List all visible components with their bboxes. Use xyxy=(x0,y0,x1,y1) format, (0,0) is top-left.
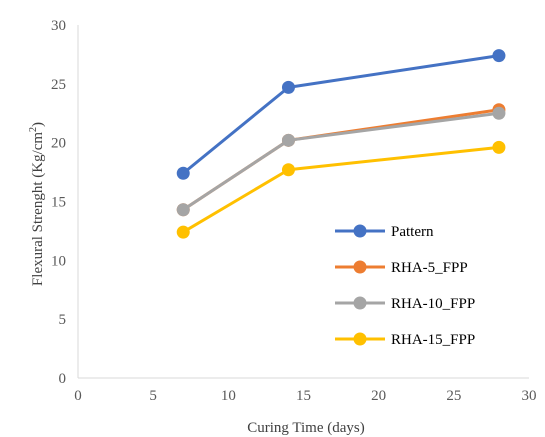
y-tick-label: 0 xyxy=(59,371,67,387)
y-tick-label: 20 xyxy=(51,136,66,152)
legend-marker xyxy=(353,332,367,346)
series-line xyxy=(182,108,500,211)
x-tick-labels: 0 5 10 15 20 25 30 xyxy=(74,388,536,404)
data-point xyxy=(281,80,295,94)
legend-item: RHA-15_FPP xyxy=(335,332,475,348)
data-point xyxy=(281,133,295,147)
y-tick-label: 30 xyxy=(51,18,66,34)
legend-label: RHA-15_FPP xyxy=(391,332,475,348)
y-tick-label: 25 xyxy=(51,77,66,93)
series-rha-15-fpp xyxy=(176,140,506,239)
x-tick-label: 0 xyxy=(74,388,82,404)
legend-label: RHA-5_FPP xyxy=(391,260,468,276)
x-tick-label: 5 xyxy=(149,388,157,404)
data-point xyxy=(281,163,295,177)
series-line xyxy=(182,111,500,211)
series-rha-10-fpp xyxy=(176,106,506,217)
y-tick-label: 5 xyxy=(59,312,67,328)
axes xyxy=(77,25,529,379)
y-tick-labels: 0 5 10 15 20 25 30 xyxy=(51,18,66,387)
x-tick-label: 25 xyxy=(446,388,461,404)
x-tick-label: 15 xyxy=(296,388,311,404)
data-point xyxy=(492,106,506,120)
legend-marker xyxy=(353,224,367,238)
data-point xyxy=(176,166,190,180)
y-axis-title-end: ) xyxy=(30,122,46,127)
series-pattern xyxy=(176,49,506,180)
series-line xyxy=(182,145,500,234)
legend-item: RHA-5_FPP xyxy=(335,260,468,276)
legend-item: RHA-10_FPP xyxy=(335,296,475,312)
x-tick-label: 10 xyxy=(221,388,236,404)
data-point xyxy=(492,140,506,154)
series-layer xyxy=(176,49,506,239)
series-line xyxy=(182,54,500,175)
legend-marker xyxy=(353,296,367,310)
y-tick-label: 15 xyxy=(51,195,66,211)
y-axis-title: Flexural Strenght (Kg/cm2) xyxy=(28,122,46,286)
x-axis-title: Curing Time (days) xyxy=(247,420,365,436)
y-axis-title-superscript: 2 xyxy=(28,127,39,132)
legend-label: Pattern xyxy=(391,224,434,240)
legend: Pattern RHA-5_FPP RHA-10_FPP RHA-15_FPP xyxy=(335,224,475,348)
data-point xyxy=(176,225,190,239)
data-point xyxy=(492,49,506,63)
y-axis-title-main: Flexural Strenght (Kg/cm xyxy=(30,132,46,286)
y-tick-label: 10 xyxy=(51,253,66,269)
x-tick-label: 20 xyxy=(371,388,386,404)
legend-label: RHA-10_FPP xyxy=(391,296,475,312)
legend-item: Pattern xyxy=(335,224,434,240)
x-tick-label: 30 xyxy=(522,388,537,404)
legend-marker xyxy=(353,260,367,274)
data-point xyxy=(176,203,190,217)
